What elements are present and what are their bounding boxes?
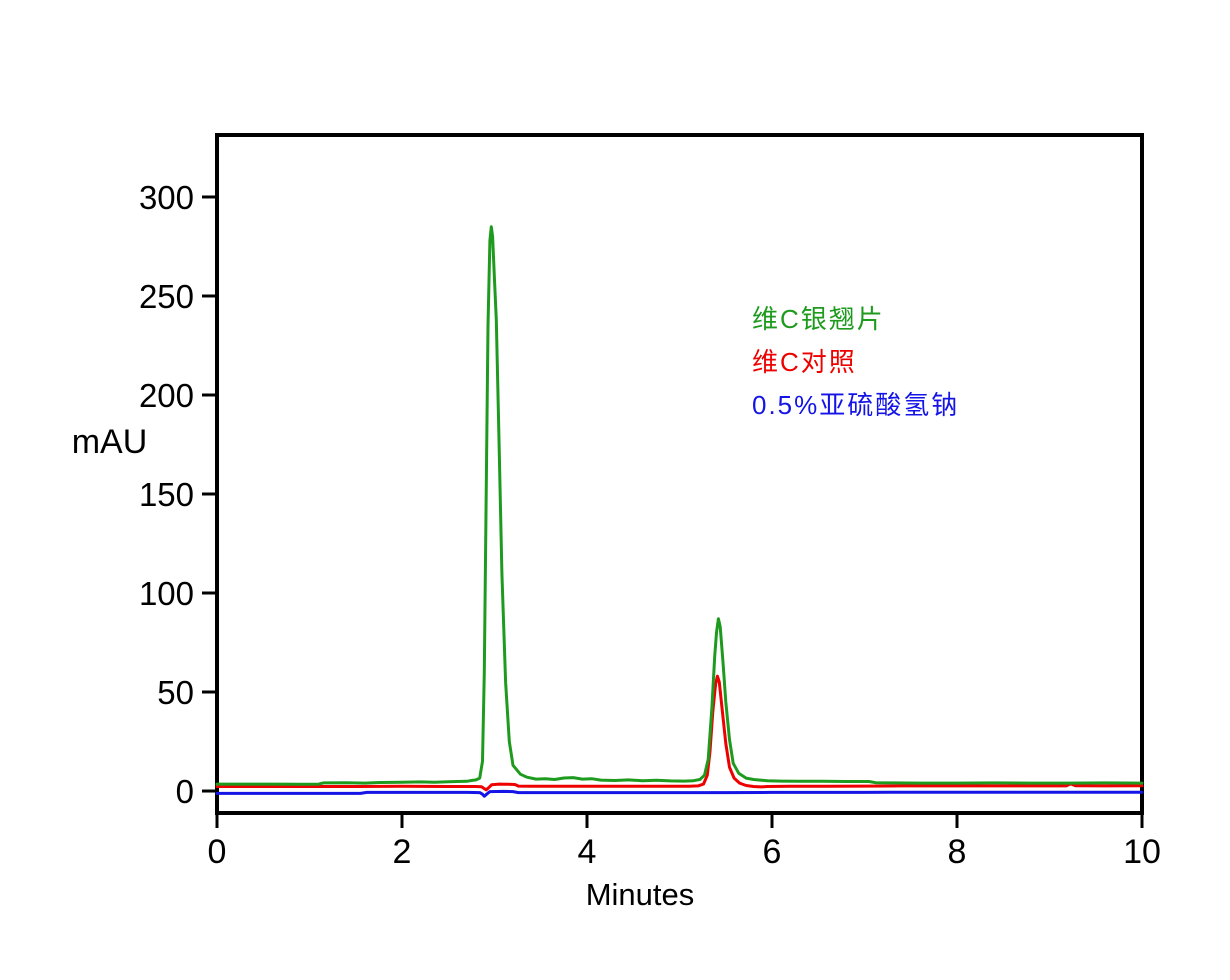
x-tick-label: 8 [948, 833, 967, 871]
x-tick-label: 10 [1123, 833, 1161, 871]
y-tick-label: 300 [139, 179, 194, 216]
trace-weic-duizhao [215, 674, 1144, 792]
legend-item-sodium-bisulfite: 0.5%亚硫酸氢钠 [752, 390, 960, 420]
plot-frame [215, 133, 1144, 815]
legend: 维C银翘片 维C对照 0.5%亚硫酸氢钠 [752, 298, 959, 427]
trace-sodium-bisulfite [215, 789, 1144, 798]
x-tick-label: 6 [763, 833, 782, 871]
legend-item-weic-yinqiaopian: 维C银翘片 [752, 304, 885, 334]
y-tick-label: 0 [176, 773, 194, 810]
x-axis-title: Minutes [585, 877, 695, 912]
y-tick-label: 50 [157, 674, 194, 711]
x-tick-label: 2 [393, 833, 412, 871]
y-axis-title: mAU [71, 423, 148, 461]
y-tick-label: 250 [139, 278, 194, 315]
y-tick-label: 200 [139, 377, 194, 414]
y-tick-label: 100 [139, 575, 194, 612]
x-tick-label: 0 [208, 833, 227, 871]
trace-weic-yinqiaopian [215, 225, 1144, 786]
x-tick-label: 4 [578, 833, 597, 871]
legend-item-weic-duizhao: 维C对照 [752, 347, 857, 377]
y-tick-label: 150 [139, 476, 194, 513]
